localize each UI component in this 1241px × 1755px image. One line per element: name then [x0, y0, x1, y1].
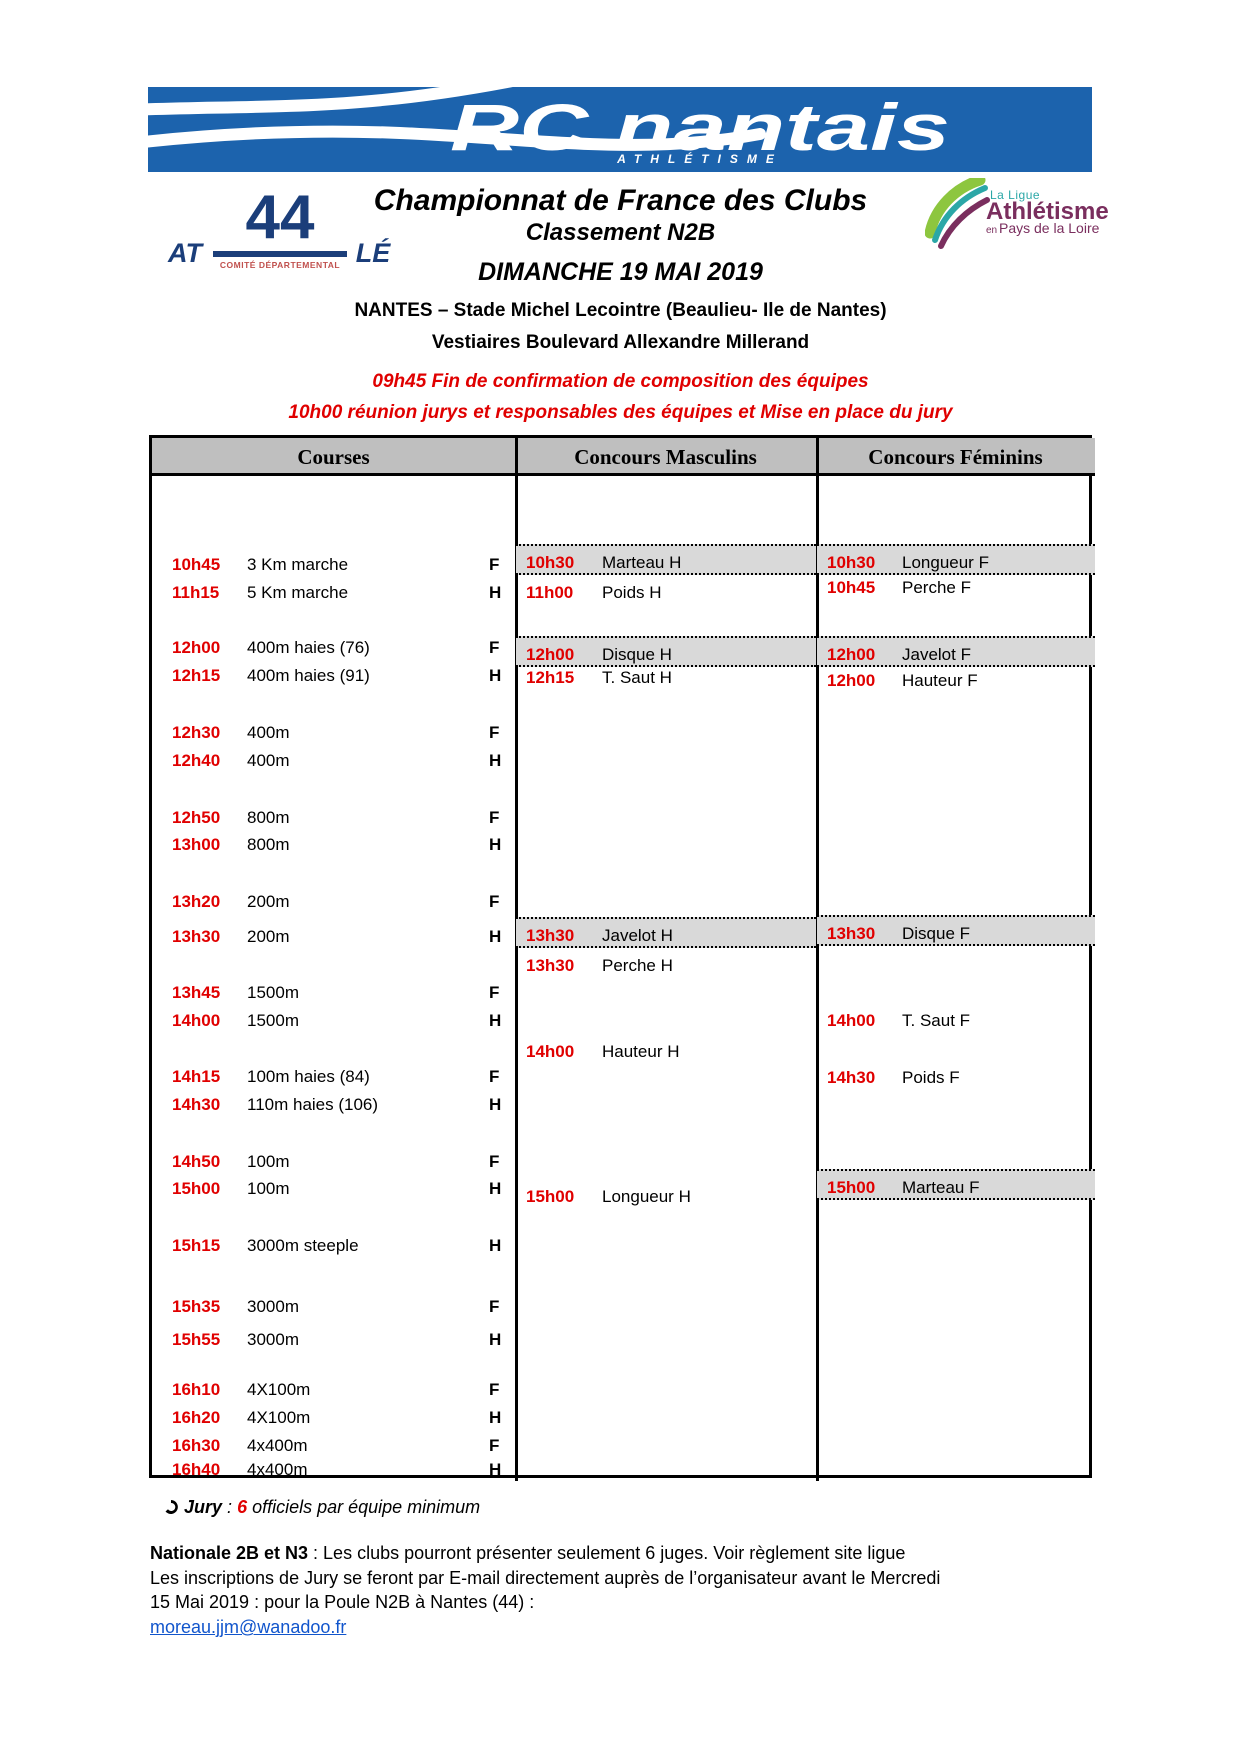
- svg-text:ATHLÉTISME: ATHLÉTISME: [616, 151, 783, 166]
